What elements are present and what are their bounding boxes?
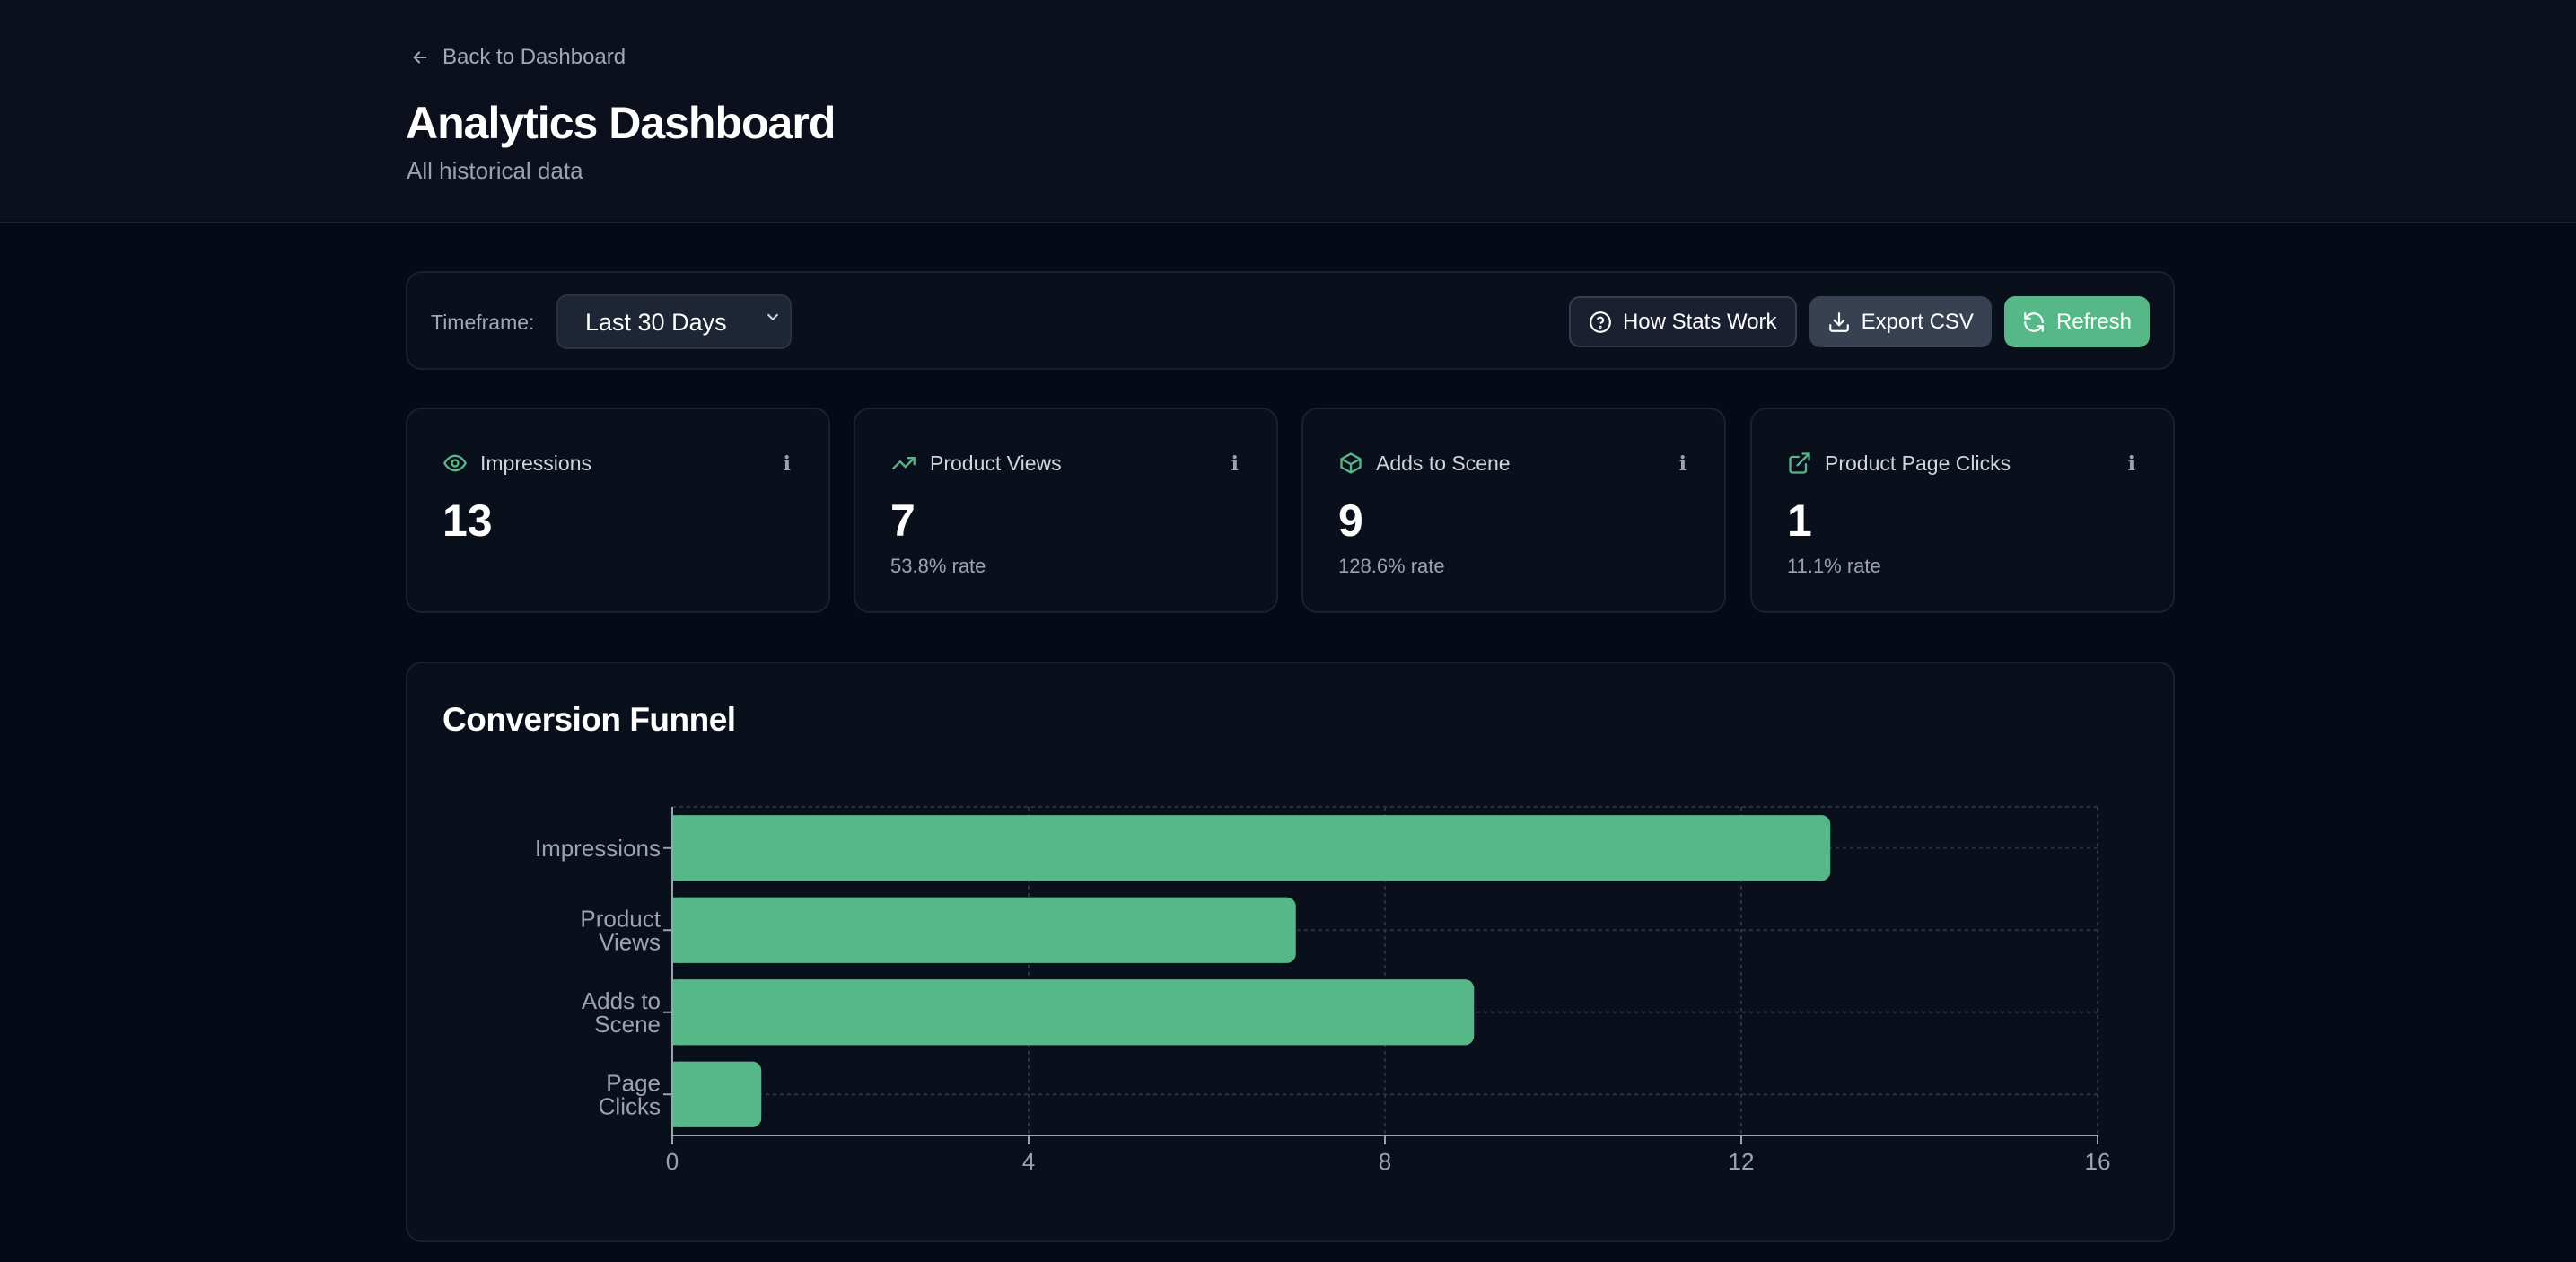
back-label: Back to Dashboard (442, 45, 626, 69)
bar-base-0 (672, 815, 683, 881)
refresh-icon (2024, 311, 2044, 332)
y-tick-label: Page (606, 1069, 661, 1096)
arrow-left-icon (413, 51, 427, 64)
back-to-dashboard-link[interactable]: Back to Dashboard (410, 45, 626, 70)
bar-base-3 (672, 1061, 683, 1127)
help-circle-icon (1590, 311, 1611, 333)
info-icon[interactable]: i (783, 452, 791, 476)
y-tick-label: Product (580, 905, 661, 932)
stat-value: 9 (1338, 495, 1363, 546)
stat-card-adds-to-scene: Adds to Scene i 9 128.6% rate (1301, 408, 1726, 613)
x-tick-label: 12 (1729, 1148, 1755, 1175)
eye-icon (443, 454, 467, 472)
chart-title: Conversion Funnel (442, 701, 736, 738)
how-stats-label: How Stats Work (1622, 309, 1777, 334)
info-icon[interactable]: i (2127, 452, 2135, 476)
conversion-funnel-card: Conversion Funnel 0 4 8 12 16 Impressions Prod… (406, 662, 2175, 1242)
page-subtitle: All historical data (407, 157, 583, 184)
info-icon[interactable]: i (1678, 452, 1687, 476)
info-icon[interactable]: i (1231, 452, 1239, 476)
external-link-icon (1789, 452, 1810, 474)
refresh-label: Refresh (2055, 309, 2132, 334)
page-header: Back to Dashboard Analytics Dashboard Al… (0, 0, 2576, 223)
how-stats-work-button[interactable]: How Stats Work (1568, 296, 1797, 347)
timeframe-label: Timeframe: (431, 311, 535, 334)
bar-3 (672, 1061, 762, 1127)
toolbar: Timeframe: Last 30 Days How Stats Work E… (406, 271, 2175, 370)
export-csv-button[interactable]: Export CSV (1809, 296, 1992, 347)
bar-2 (672, 979, 1475, 1046)
bar-0 (672, 815, 1831, 881)
box-icon (1340, 452, 1362, 474)
y-tick-label: Adds to (582, 987, 661, 1014)
stat-label: Impressions (480, 451, 591, 475)
x-tick-label: 16 (2085, 1148, 2111, 1175)
timeframe-value: Last 30 Days (585, 309, 727, 336)
trending-up-icon (892, 457, 916, 469)
y-tick-label: Scene (594, 1011, 661, 1038)
x-tick-label: 4 (1022, 1148, 1035, 1175)
page-title: Analytics Dashboard (406, 98, 836, 148)
stat-label: Adds to Scene (1376, 451, 1511, 475)
bar-base-1 (672, 897, 683, 963)
x-tick-label: 8 (1379, 1148, 1391, 1175)
bar-1 (672, 897, 1296, 963)
stat-rate: 11.1% rate (1787, 555, 1881, 577)
chevron-down-icon (763, 307, 783, 332)
stat-value: 13 (442, 495, 493, 546)
stat-label: Product Views (930, 451, 1062, 475)
stat-rate: 53.8% rate (890, 555, 986, 577)
stat-card-product-page-clicks: Product Page Clicks i 1 11.1% rate (1750, 408, 2175, 613)
stat-value: 1 (1787, 495, 1812, 546)
y-tick-label: Clicks (599, 1092, 661, 1119)
stat-card-product-views: Product Views i 7 53.8% rate (854, 408, 1278, 613)
y-tick-label: Impressions (535, 835, 661, 862)
stat-card-impressions: Impressions i 13 (406, 408, 830, 613)
bar-base-2 (672, 979, 683, 1046)
stat-value: 7 (890, 495, 916, 546)
timeframe-select[interactable]: Last 30 Days (556, 294, 792, 349)
stat-rate: 128.6% rate (1338, 555, 1445, 577)
y-tick-label: Views (599, 928, 661, 955)
x-tick-label: 0 (666, 1148, 679, 1175)
export-label: Export CSV (1861, 309, 1974, 334)
download-icon (1828, 311, 1849, 332)
stat-label: Product Page Clicks (1825, 451, 2011, 475)
refresh-button[interactable]: Refresh (2003, 296, 2150, 347)
